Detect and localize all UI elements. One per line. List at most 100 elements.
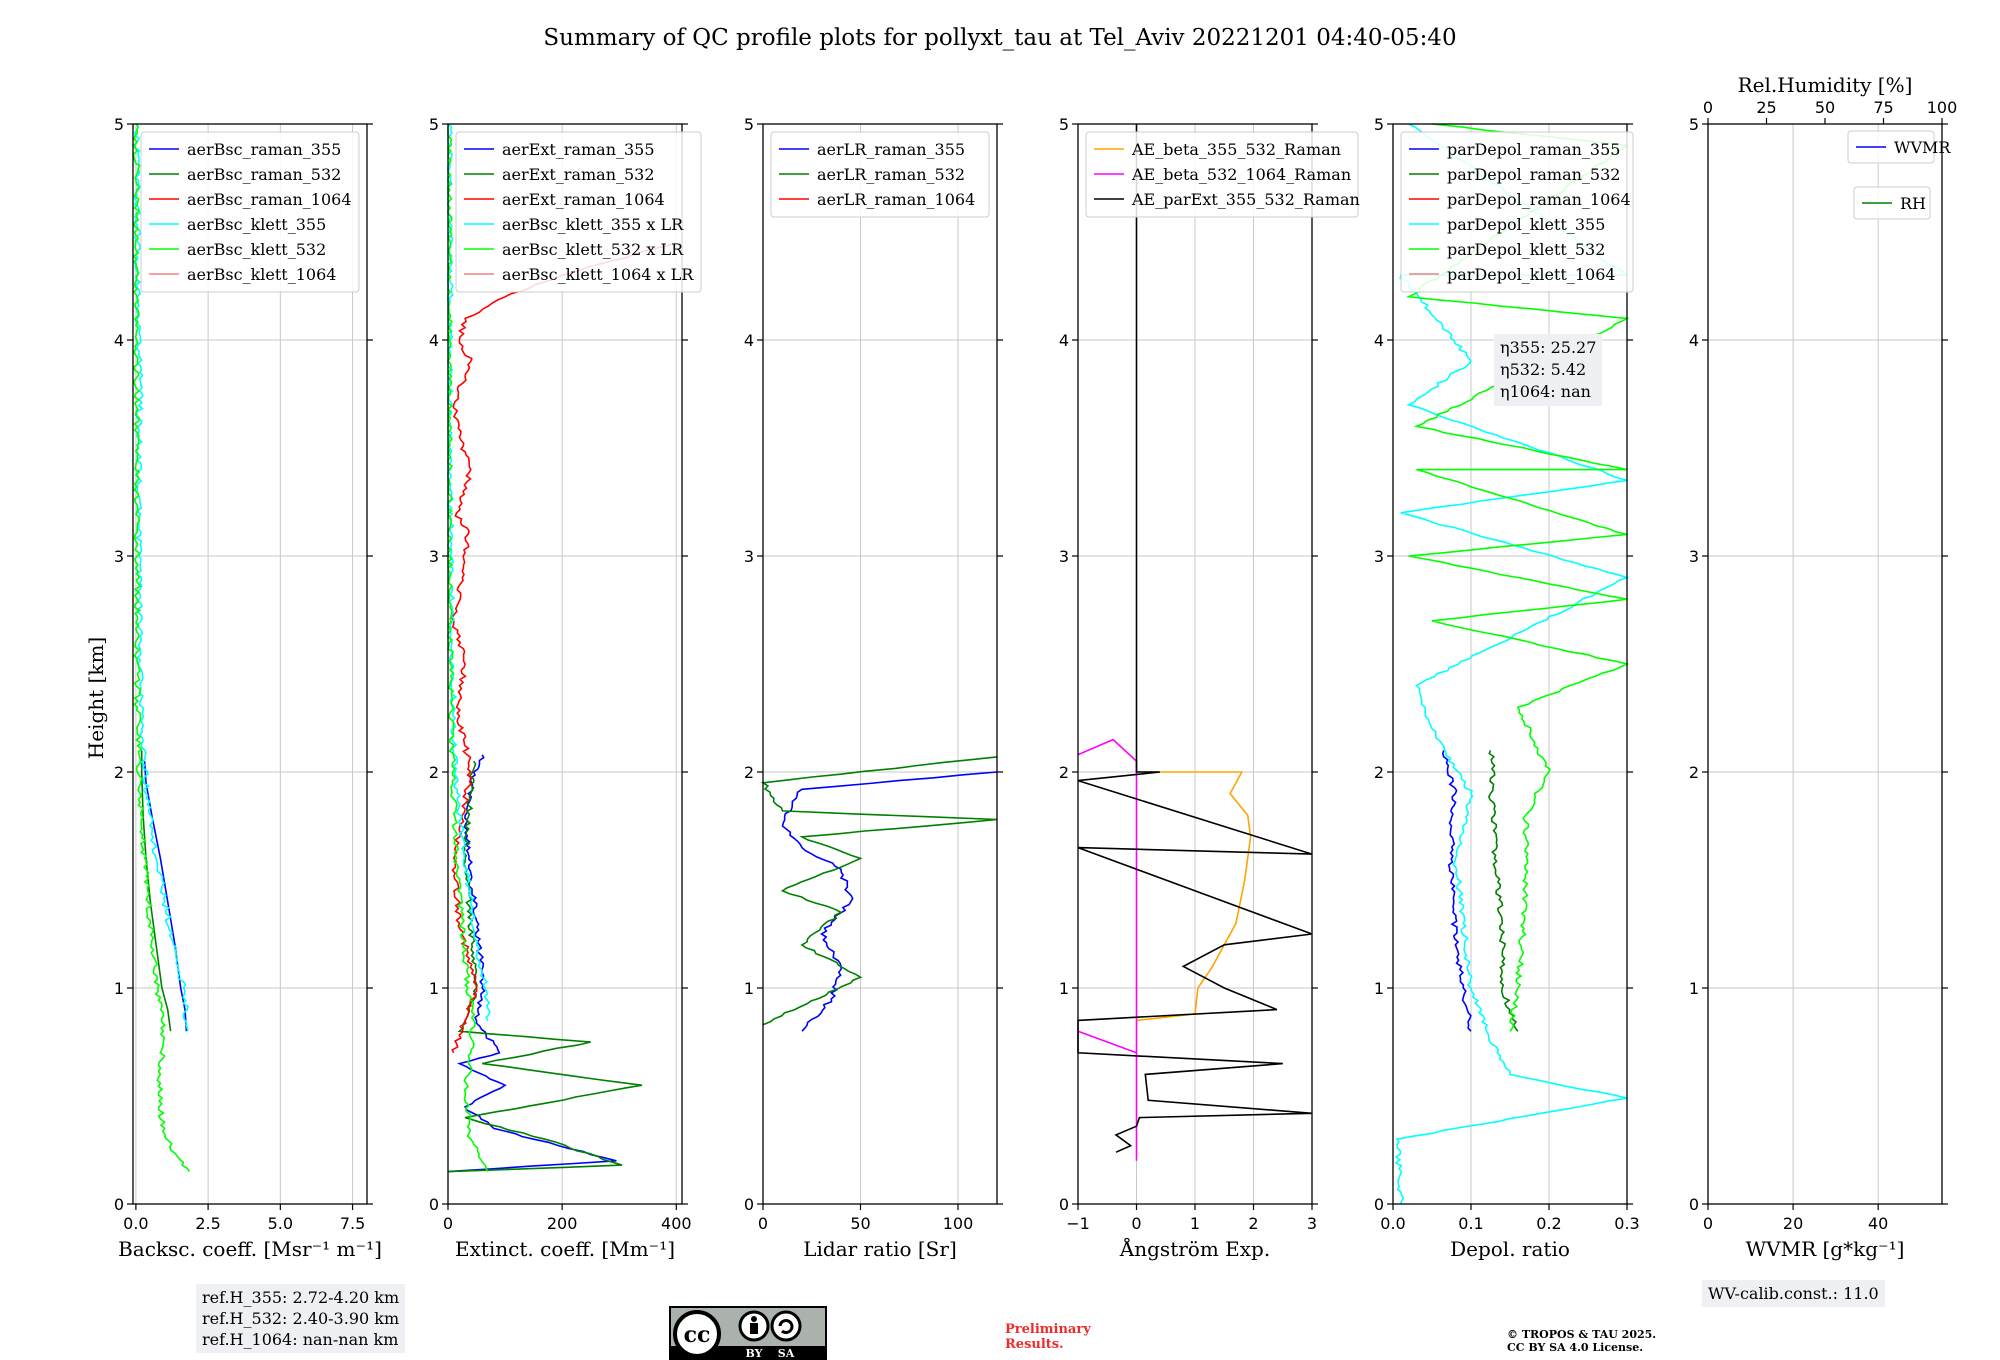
x-tick-label: 0 [758, 1214, 768, 1233]
series-line-aerlr-raman-532 [760, 756, 998, 1026]
y-tick-label: 5 [114, 115, 124, 134]
x-tick-label: 100 [943, 1214, 974, 1233]
x-tick-label: 200 [547, 1214, 578, 1233]
copyright-note: © TROPOS & TAU 2025. CC BY SA 4.0 Licens… [1507, 1328, 1656, 1354]
series-line-ae-beta-532-1064-raman [1077, 738, 1138, 1161]
legend-label: aerLR_raman_355 [817, 140, 965, 159]
y-tick-label: 1 [1374, 979, 1384, 998]
top-x-axis-label: Rel.Humidity [%] [1738, 73, 1913, 97]
x-tick-label: 7.5 [340, 1214, 365, 1233]
legend-label: AE_parExt_355_532_Raman [1131, 190, 1360, 209]
x-axis-label: Extinct. coeff. [Mm⁻¹] [455, 1237, 675, 1261]
top-x-tick-label: 50 [1815, 98, 1835, 117]
legend-label: parDepol_klett_532 [1447, 240, 1605, 259]
legend-label: parDepol_raman_355 [1447, 140, 1620, 159]
legend-label: aerBsc_klett_532 x LR [502, 240, 684, 259]
sa-icon [770, 1310, 802, 1342]
y-tick-label: 2 [429, 763, 439, 782]
series-line-aerbsc-raman-532 [140, 750, 172, 1032]
legend-label: aerBsc_klett_532 [187, 240, 326, 259]
series-line-pardepol-raman-532 [1488, 750, 1519, 1032]
legend: aerExt_raman_355 aerExt_raman_532 aerExt_r… [455, 131, 702, 293]
y-tick-label: 5 [429, 115, 439, 134]
legend: AE_beta_355_532_Raman AE_beta_532_1064_Ra… [1085, 131, 1360, 218]
x-tick-label: 2.5 [195, 1214, 220, 1233]
y-tick-label: 3 [1689, 547, 1699, 566]
y-tick-label: 2 [1374, 763, 1384, 782]
x-tick-label: 40 [1868, 1214, 1888, 1233]
y-tick-label: 3 [1374, 547, 1384, 566]
y-tick-label: 4 [744, 331, 754, 350]
y-tick-label: 1 [429, 979, 439, 998]
legend-frame [1400, 131, 1634, 293]
y-tick-label: 1 [1689, 979, 1699, 998]
y-tick-label: 2 [1059, 763, 1069, 782]
y-tick-label: 4 [1689, 331, 1699, 350]
y-tick-label: 4 [429, 331, 439, 350]
y-tick-label: 2 [114, 763, 124, 782]
legend-frame [455, 131, 702, 293]
wv-calib-text: WV-calib.const.: 11.0 [1708, 1284, 1879, 1303]
legend-label: AE_beta_355_532_Raman [1131, 140, 1341, 159]
x-tick-label: 5.0 [268, 1214, 293, 1233]
y-tick-label: 0 [114, 1195, 124, 1214]
y-tick-label: 5 [1374, 115, 1384, 134]
panel-6: 0 20 40 0 1 2 3 4 5 WVMR [g*kg⁻¹] 0 25 50 75 100 Rel.Hu… [1689, 73, 1957, 1261]
y-tick-label: 0 [744, 1195, 754, 1214]
y-tick-label: 3 [114, 547, 124, 566]
x-tick-label: 0.0 [123, 1214, 148, 1233]
axes-frame [1707, 123, 1943, 1205]
copyright-line-1: © TROPOS & TAU 2025. [1507, 1328, 1657, 1341]
y-tick-label: 4 [114, 331, 124, 350]
legend: aerLR_raman_355 aerLR_raman_532 aerLR_rama… [770, 131, 990, 218]
legend-label: aerBsc_raman_532 [187, 165, 341, 184]
cc-icon-letters: cc [684, 1322, 711, 1348]
y-tick-label: 3 [429, 547, 439, 566]
legend-label: aerBsc_klett_355 [187, 215, 326, 234]
top-x-tick-label: 75 [1873, 98, 1893, 117]
legend-label: aerBsc_klett_1064 [187, 265, 336, 284]
series-line-aerbsc-klett-532 [132, 123, 190, 1173]
x-tick-label: 0.1 [1458, 1214, 1483, 1233]
y-tick-label: 0 [1059, 1195, 1069, 1214]
panel-2: 0 200 400 0 1 2 3 4 5 Extinct. coeff. [Mm⁻¹] aerEx… [429, 115, 702, 1261]
y-tick-label: 3 [1059, 547, 1069, 566]
panel-3: 0 50 100 0 1 2 3 4 5 Lidar ratio [Sr] aerLR_raman_… [744, 115, 1003, 1261]
x-tick-label: 0.3 [1614, 1214, 1639, 1233]
y-tick-label: 4 [1374, 331, 1384, 350]
x-tick-label: 0 [1703, 1214, 1713, 1233]
x-tick-label: 3 [1307, 1214, 1317, 1233]
preliminary-line-2: Results. [1005, 1337, 1064, 1352]
reference-height-box: ref.H_355: 2.72-4.20 km ref.H_532: 2.40-… [196, 1284, 406, 1353]
refh-355: ref.H_355: 2.72-4.20 km [202, 1288, 400, 1307]
cc-license-badge: cc BY SA [669, 1306, 827, 1360]
legend-label: parDepol_raman_532 [1447, 165, 1620, 184]
by-icon-head [751, 1316, 757, 1322]
legend-label: aerExt_raman_355 [502, 140, 655, 159]
top-x-tick-label: 100 [1927, 98, 1958, 117]
series-line-aerext-raman-532 [447, 760, 643, 1173]
legend: parDepol_raman_355 parDepol_raman_532 parD… [1400, 131, 1634, 293]
y-tick-label: 2 [1689, 763, 1699, 782]
x-tick-label: 0 [1131, 1214, 1141, 1233]
x-tick-label: 0 [443, 1214, 453, 1233]
legend-label: AE_beta_532_1064_Raman [1131, 165, 1351, 184]
legend: aerBsc_raman_355 aerBsc_raman_532 aerBsc_r… [140, 131, 360, 293]
legend-label: aerExt_raman_532 [502, 165, 655, 184]
x-tick-label: 20 [1783, 1214, 1803, 1233]
y-tick-label: 1 [1059, 979, 1069, 998]
x-tick-label: 0.0 [1380, 1214, 1405, 1233]
legend-wvmr: WVMR [1847, 130, 1951, 164]
legend-label: aerLR_raman_1064 [817, 190, 975, 209]
legend-label: WVMR [1894, 138, 1951, 157]
legend-label: aerExt_raman_1064 [502, 190, 665, 209]
by-icon-body [750, 1323, 758, 1334]
y-tick-label: 1 [114, 979, 124, 998]
y-tick-label: 0 [1374, 1195, 1384, 1214]
figure-title: Summary of QC profile plots for pollyxt_… [543, 25, 1456, 51]
refh-1064: ref.H_1064: nan-nan km [202, 1330, 399, 1349]
eta-box: η355: 25.27 η532: 5.42 η1064: nan [1494, 334, 1603, 406]
eta-1064: η1064: nan [1500, 382, 1591, 401]
series-line-ae-parext-355-532-raman [1077, 124, 1313, 1153]
